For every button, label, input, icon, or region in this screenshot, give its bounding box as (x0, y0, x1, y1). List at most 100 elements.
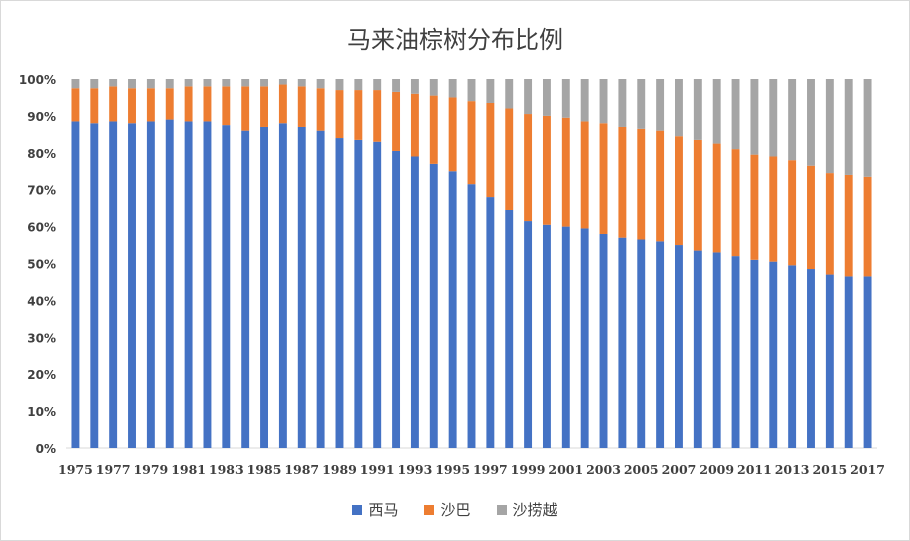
bar-segment (128, 88, 136, 124)
bar-segment (354, 79, 363, 91)
x-tick-label: 2005 (624, 462, 659, 477)
bar-segment (90, 88, 99, 124)
x-tick-label: 1987 (284, 462, 319, 477)
y-tick-label: 20% (27, 368, 56, 382)
bar-segment (128, 123, 136, 448)
bar-segment (542, 115, 551, 225)
bar-segment (429, 95, 438, 164)
bar-segment (618, 79, 627, 127)
bar-segment (297, 79, 306, 87)
bar-segment (373, 90, 382, 142)
bar-segment (486, 197, 495, 448)
bar-segment (637, 79, 646, 129)
x-tick-label: 1989 (322, 462, 357, 477)
y-tick-label: 60% (27, 221, 56, 235)
bar-segment (731, 79, 740, 150)
bar-segment (297, 86, 306, 127)
bar-segment (712, 79, 721, 144)
bar-segment (769, 79, 778, 157)
bar-segment (222, 86, 231, 126)
bar-segment (467, 79, 476, 102)
bar-segment (146, 88, 155, 122)
bar-segment (448, 171, 457, 448)
bar-segment (675, 136, 683, 246)
bar-segment (844, 276, 853, 448)
bar-segment (675, 79, 683, 137)
bar-segment (731, 149, 740, 257)
x-tick-label: 2011 (737, 462, 772, 477)
bar-segment (505, 108, 514, 210)
x-tick-label: 1979 (133, 462, 168, 477)
bar-segment (825, 79, 834, 174)
bar-segment (580, 79, 589, 122)
bar-segment (392, 150, 401, 448)
bar-segment (524, 79, 533, 115)
bar-segment (750, 259, 759, 448)
bar-segment (109, 121, 118, 448)
x-tick-label: 1981 (171, 462, 206, 477)
y-tick-label: 80% (27, 147, 56, 161)
bar-segment (278, 79, 287, 85)
bar-segment (335, 79, 344, 91)
bar-segment (241, 86, 250, 131)
bar-segment (203, 86, 212, 122)
bar-segment (656, 130, 665, 242)
bar-segment (844, 174, 853, 277)
bar-segment (184, 86, 193, 122)
legend-swatch (424, 504, 435, 515)
bar-segment (524, 114, 533, 222)
bar-segment (316, 88, 325, 131)
bar-segment (467, 184, 476, 449)
x-tick-label: 1993 (398, 462, 433, 477)
y-tick-label: 30% (27, 331, 56, 345)
bar-segment (693, 250, 702, 448)
bar-segment (599, 233, 608, 448)
bar-segment (260, 79, 268, 87)
bar-segment (392, 91, 401, 151)
y-tick-label: 0% (36, 442, 56, 456)
bar-segment (693, 79, 702, 140)
chart-title: 马来油棕树分布比例 (347, 26, 563, 54)
legend-label: 沙巴 (440, 501, 471, 519)
bar-segment (769, 261, 778, 448)
x-tick-label: 2007 (662, 462, 697, 477)
x-tick-label: 2013 (775, 462, 810, 477)
legend-item: 西马 (352, 499, 398, 520)
bar-segment (788, 160, 797, 266)
bar-segment (542, 224, 551, 448)
bar-segment (637, 128, 646, 240)
bar-segment (146, 121, 155, 448)
bar-segment (863, 79, 872, 177)
bar-segment (354, 90, 363, 140)
legend-label: 沙捞越 (512, 501, 558, 519)
y-tick-label: 90% (27, 110, 56, 124)
x-tick-label: 1991 (360, 462, 395, 477)
bar-segment (90, 123, 99, 448)
x-tick-label: 1975 (58, 462, 93, 477)
y-tick-label: 100% (19, 73, 56, 87)
bar-segment (561, 117, 570, 227)
bar-segment (165, 79, 174, 89)
bar-segment (844, 79, 853, 175)
bar-segment (656, 241, 665, 448)
bar-segment (392, 79, 401, 92)
bar-segment (467, 101, 476, 185)
bar-segment (561, 79, 570, 118)
x-tick-label: 2009 (699, 462, 734, 477)
x-tick-label: 1977 (96, 462, 131, 477)
bar-segment (486, 102, 495, 198)
bar-segment (410, 93, 419, 157)
bar-segment (90, 79, 99, 89)
bar-segment (203, 79, 212, 87)
bar-segment (863, 176, 872, 277)
bar-segment (241, 79, 250, 87)
y-tick-label: 50% (27, 258, 56, 272)
bar-segment (637, 239, 646, 448)
legend-swatch (496, 504, 507, 515)
x-tick-label: 1997 (473, 462, 508, 477)
bar-segment (486, 79, 495, 103)
bar-segment (731, 256, 740, 448)
bar-segment (448, 97, 457, 172)
bar-segment (656, 79, 665, 131)
